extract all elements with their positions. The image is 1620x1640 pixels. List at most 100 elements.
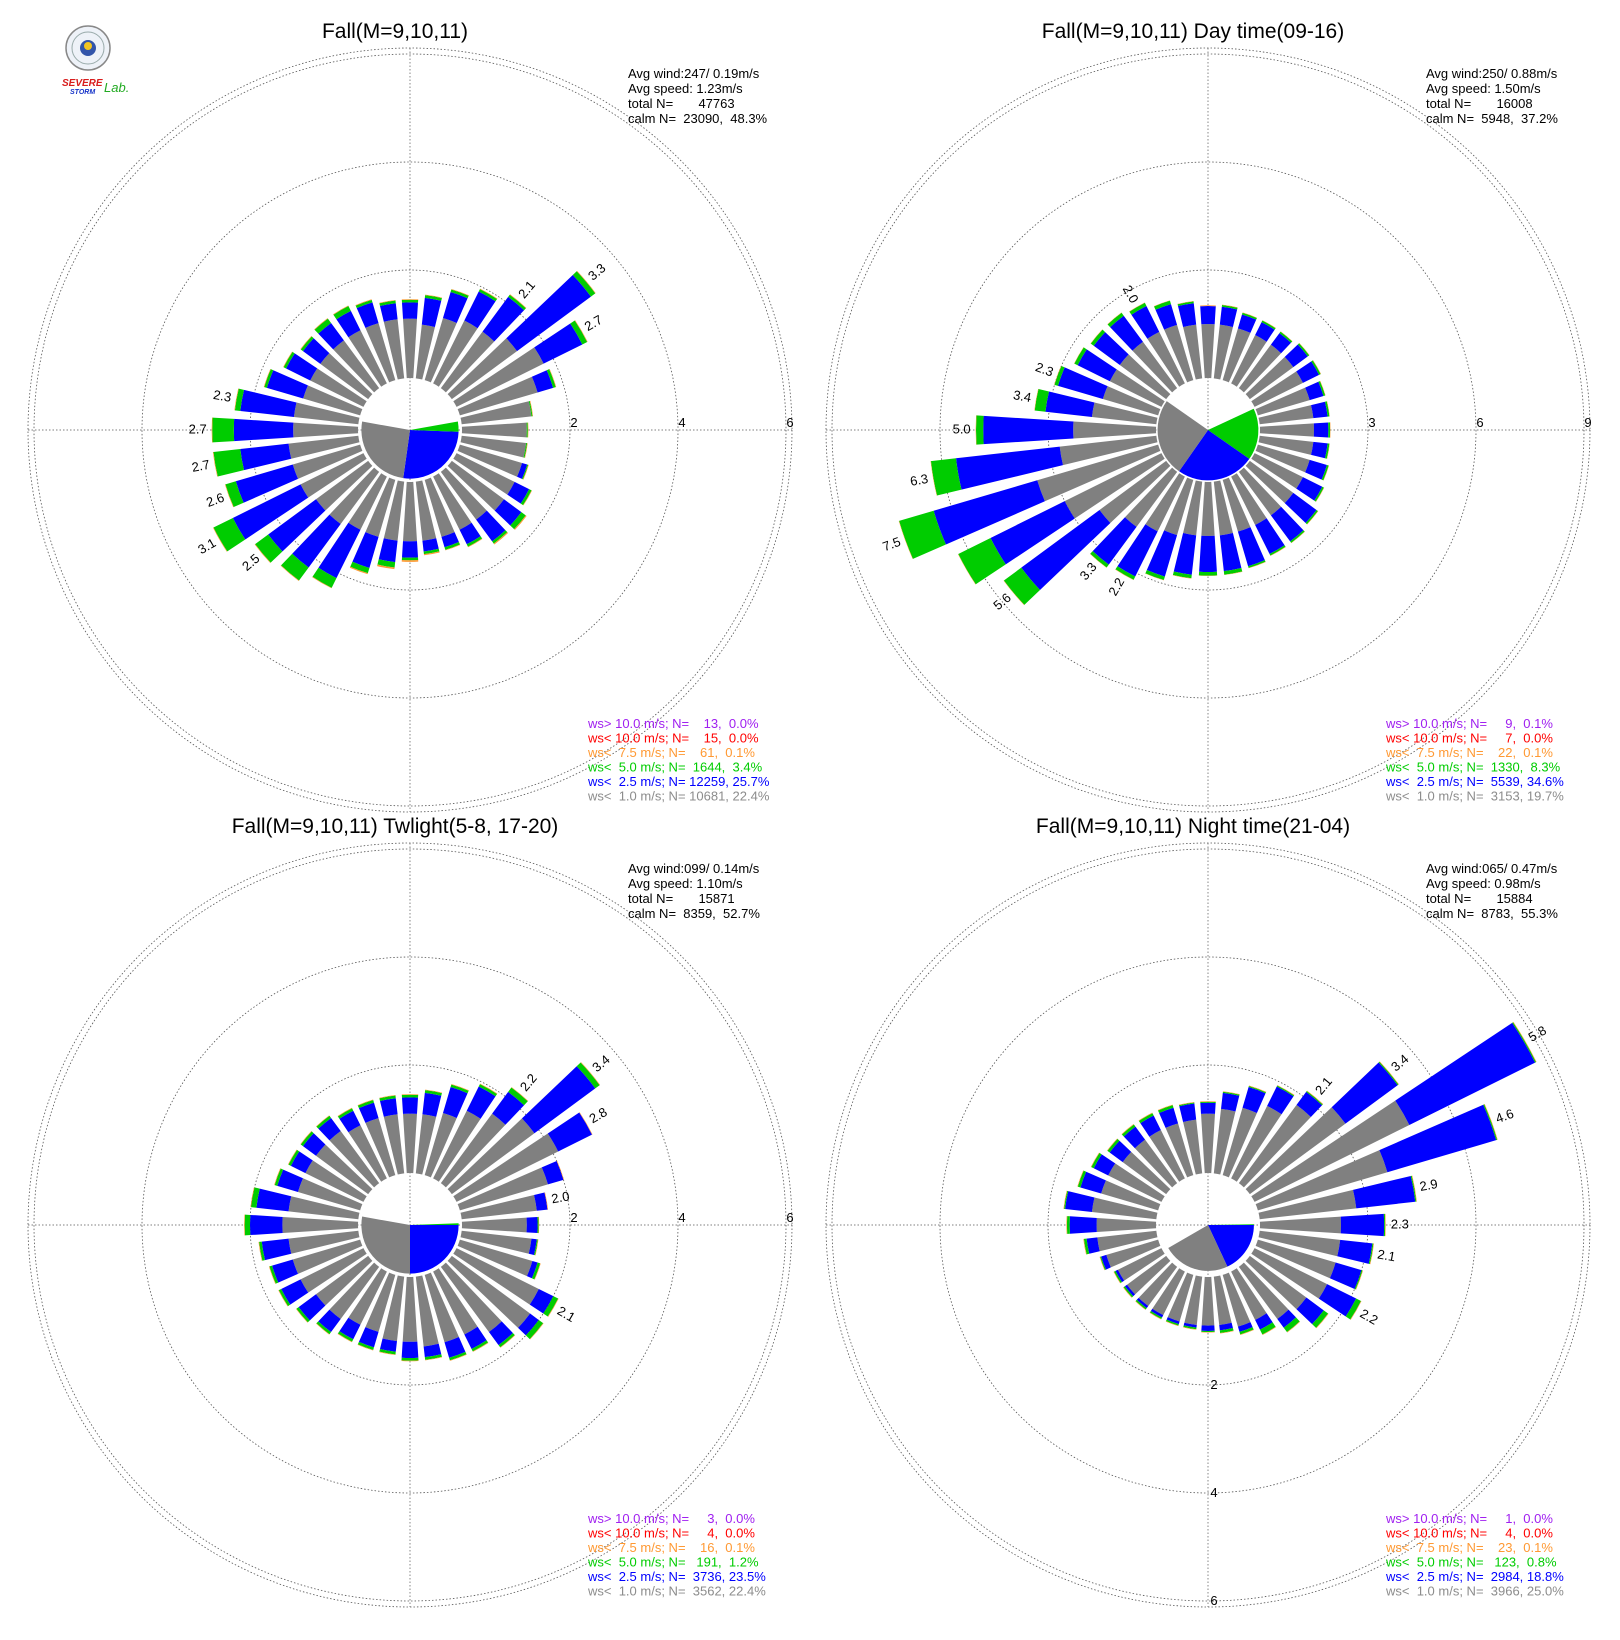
bar-segment-lt7-5 (1153, 300, 1170, 307)
bar-segment-lt1 (1231, 473, 1267, 525)
bar-segment-lt1 (1255, 387, 1310, 416)
bar-segment-lt1 (1231, 1268, 1267, 1320)
bar-segment-lt1 (303, 385, 363, 416)
bar-segment-lt7-5 (1277, 1085, 1295, 1096)
logo-text-severe: SEVERE (62, 78, 103, 89)
bar-segment-lt2-5 (421, 297, 442, 327)
bar-segment-lt5 (1345, 1298, 1361, 1320)
bar-segment-lt1 (329, 467, 380, 525)
ring-scale-label: 2 (1210, 1377, 1217, 1392)
bar-segment-lt5 (1149, 1311, 1163, 1319)
bar-segment-lt7-5 (529, 1323, 544, 1340)
bar-segment-lt5 (288, 1149, 300, 1166)
bar-segment-lt1 (1258, 1230, 1341, 1257)
bar-segment-lt2-5 (1123, 1126, 1146, 1149)
bar-segment-lt1 (1231, 335, 1267, 387)
peak-label: 3.4 (1012, 387, 1032, 405)
bar-segment-lt7-5 (1384, 1213, 1386, 1237)
bar-segment-lt5 (1248, 1086, 1267, 1094)
bar-segment-lt1 (1213, 480, 1233, 536)
bar-segment-lt1 (1258, 1189, 1357, 1220)
bar-segment-lt1 (433, 1268, 478, 1335)
bar-segment-lt5 (278, 1288, 291, 1307)
bar-segment-lt7-5 (1178, 1101, 1195, 1106)
peak-label: 3.3 (1077, 559, 1100, 582)
bar-segment-lt1 (1222, 328, 1251, 383)
bar-segment-lt1 (365, 477, 396, 537)
bar-segment-lt2-5 (1131, 306, 1160, 339)
calm-wedge (1208, 408, 1259, 459)
bar-segment-lt1 (288, 1196, 360, 1220)
bar-segment-lt2-5 (302, 338, 330, 364)
bar-segment-lt5 (300, 336, 314, 352)
bar-segment-lt5 (543, 1296, 559, 1317)
bar-segment-lt2-5 (1159, 1107, 1179, 1128)
bar-segment-lt7-5 (479, 288, 498, 299)
bar-segment-lt5 (1172, 571, 1192, 579)
bar-segment-lt2-5 (1150, 1308, 1164, 1318)
bar-segment-lt1 (1245, 1107, 1346, 1195)
bar-segment-lt5 (1154, 300, 1171, 310)
bar-segment-lt7-5 (312, 576, 332, 589)
bar-segment-lt7-5 (1090, 329, 1103, 344)
bar-segment-lt1 (403, 481, 417, 542)
stat-line: Avg speed: 1.23m/s (628, 81, 743, 96)
bar-segment-lt2-5 (261, 1238, 292, 1261)
stat-line: Avg speed: 1.10m/s (628, 876, 743, 891)
bar-segment-lt1 (1097, 1230, 1158, 1252)
bar-segment-lt1 (415, 324, 435, 380)
bar-segment-lt2-5 (1296, 1091, 1323, 1117)
bar-segment-lt2-5 (541, 1160, 564, 1185)
bar-segment-lt5 (281, 553, 309, 581)
panel-title: Fall(M=9,10,11) Day time(09-16) (1042, 20, 1344, 43)
bar-segment-lt5 (269, 1265, 279, 1284)
bar-segment-lt5 (423, 548, 440, 555)
bar-segment-lt7-5 (379, 1351, 396, 1356)
bar-segment-lt5 (424, 1354, 442, 1360)
bar-segment-lt1 (460, 1230, 532, 1254)
bar-segment-lt5 (1259, 1322, 1276, 1335)
bar-segment-lt1 (415, 1275, 439, 1347)
bar-segment-lt5 (1305, 509, 1318, 525)
bar-segment-lt2-5 (534, 1192, 548, 1211)
bar-segment-lt2-5 (302, 1133, 326, 1156)
bar-segment-lt7-5 (549, 368, 557, 388)
bar-segment-lt2-5 (1255, 518, 1285, 554)
bar-segment-lt2-5 (401, 1341, 419, 1358)
bar-segment-lt1 (461, 422, 527, 438)
bar-segment-lt1 (329, 1130, 380, 1188)
stat-line: Avg wind:099/ 0.14m/s (628, 861, 760, 876)
peak-label: 2.5 (239, 551, 262, 574)
bar-segment-lt7-5 (1054, 365, 1062, 385)
bar-segment-lt7-5 (1129, 302, 1145, 312)
bar-segment-lt2-5 (518, 1313, 539, 1336)
legend-lt2-5: ws< 2.5 m/s; N= 12259, 25.7% (587, 774, 770, 789)
bar-segment-lt1 (1222, 1272, 1251, 1327)
bar-segment-lt1 (1132, 341, 1178, 393)
bar-segment-lt1 (1091, 402, 1158, 425)
bar-segment-lt5 (350, 561, 370, 574)
bar-segment-lt1 (460, 1194, 537, 1220)
bar-segment-lt1 (402, 1276, 418, 1342)
bar-segment-lt2-5 (266, 370, 308, 399)
bar-segment-lt7-5 (547, 1298, 559, 1317)
bar-segment-lt1 (1124, 467, 1178, 527)
bar-segment-lt7-5 (377, 564, 395, 570)
bar-segment-lt2-5 (1305, 381, 1324, 401)
bar-segment-lt5 (523, 443, 528, 458)
bar-segment-lt1 (310, 368, 367, 407)
bar-segment-lt5 (1165, 1319, 1179, 1326)
bar-segment-lt7-5 (401, 299, 419, 300)
bar-segment-lt5 (450, 1084, 469, 1094)
bar-segment-lt5 (1201, 1330, 1215, 1333)
bar-segment-lt2-5 (464, 291, 496, 329)
bar-segment-lt1 (457, 376, 538, 416)
bar-segment-lt5 (1325, 443, 1330, 459)
legend-lt7-5: ws< 7.5 m/s; N= 23, 0.1% (1385, 1540, 1553, 1555)
bar-segment-lt7-5 (401, 1094, 419, 1095)
stat-line: calm N= 8783, 55.3% (1426, 906, 1558, 921)
bar-segment-lt7-5 (254, 544, 271, 564)
bar-segment-lt1 (1238, 1262, 1289, 1320)
range-ring (939, 956, 1477, 1494)
bar-segment-lt1 (1183, 480, 1203, 536)
